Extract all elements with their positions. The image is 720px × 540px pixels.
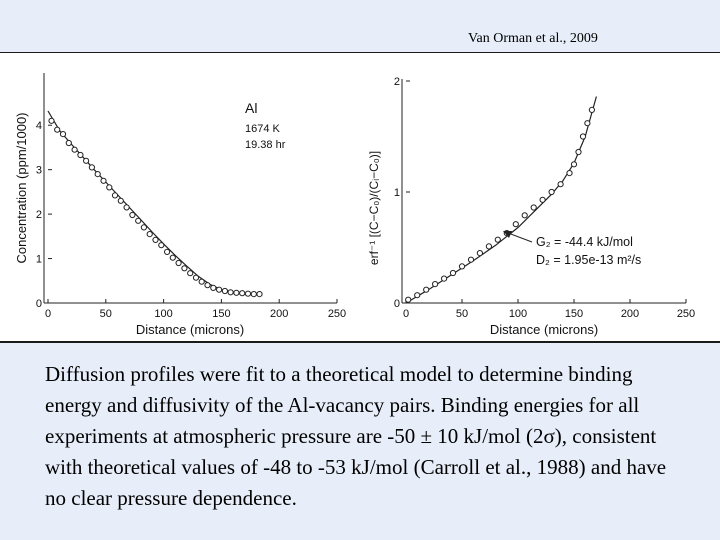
- left-data-point: [77, 151, 84, 159]
- right-data-point: [423, 286, 430, 293]
- right-data-point: [539, 196, 546, 203]
- right-data-point: [588, 106, 596, 114]
- left-data-point: [135, 217, 142, 224]
- right-data-point: [494, 236, 501, 243]
- left-data-point: [216, 286, 223, 293]
- left-y-tick-label: 1: [36, 254, 42, 266]
- right-y-tick-label: 0: [394, 298, 400, 310]
- left-data-point: [210, 284, 217, 291]
- diffusivity-label: D₂ = 1.95e-13 m²/s: [536, 253, 641, 267]
- erf-chart: 0 1 2 0 50 100 150 200 250 Distance (microns) e…: [367, 76, 695, 337]
- left-data-point: [65, 139, 72, 147]
- left-data-point: [117, 197, 124, 204]
- left-data-point: [94, 171, 101, 178]
- element-label: Al: [245, 100, 257, 116]
- right-data-point: [584, 120, 591, 127]
- left-data-point: [83, 157, 90, 164]
- right-data-point: [449, 269, 457, 277]
- left-data-point: [221, 287, 228, 295]
- right-y-tick-label: 1: [394, 187, 400, 199]
- left-data-point: [256, 291, 263, 298]
- left-data-point: [48, 117, 55, 124]
- left-data-point: [175, 259, 182, 267]
- left-data-point: [181, 265, 188, 272]
- left-x-tick-label: 0: [45, 308, 51, 320]
- right-x-tick-label: 100: [509, 308, 527, 320]
- left-data-point: [106, 184, 113, 191]
- left-data-point: [187, 270, 194, 277]
- left-data-point: [140, 224, 147, 231]
- left-data-point: [227, 289, 234, 296]
- left-y-axis-label: Concentration (ppm/1000): [14, 112, 29, 263]
- left-data-point: [239, 290, 246, 297]
- citation: Van Orman et al., 2009: [468, 31, 598, 46]
- right-data-point: [485, 243, 492, 250]
- right-data-point: [570, 161, 578, 168]
- left-y-tick-label: 4: [36, 120, 42, 132]
- right-data-point: [521, 212, 528, 219]
- left-data-point: [123, 204, 130, 211]
- right-data-point: [575, 148, 582, 156]
- left-data-point: [100, 177, 107, 184]
- left-data-point: [111, 192, 119, 199]
- left-data-point: [152, 236, 159, 243]
- left-y-tick-label: 2: [36, 209, 42, 221]
- right-y-axis-label: erf⁻¹ [(C−C₀)/(Cᵢ−C₀)]: [367, 151, 381, 265]
- binding-energy-label: G₂ = -44.4 kJ/mol: [536, 235, 633, 249]
- right-data-point: [467, 256, 475, 263]
- left-data-point: [204, 282, 211, 289]
- temperature-label: 1674 K: [245, 123, 281, 135]
- left-data-point: [164, 248, 171, 255]
- right-x-tick-label: 50: [456, 308, 468, 320]
- caption-text: Diffusion profiles were fit to a theoret…: [45, 362, 667, 510]
- right-data-point: [548, 188, 555, 196]
- left-data-point: [59, 131, 67, 138]
- right-data-point: [458, 263, 466, 270]
- right-data-point: [441, 275, 448, 282]
- left-data-point: [192, 274, 200, 281]
- annotation-arrowhead: [503, 231, 512, 238]
- left-y-tick-label: 3: [36, 165, 42, 177]
- left-data-point: [129, 211, 136, 219]
- left-fit-curve: [47, 110, 262, 295]
- left-x-tick-label: 100: [154, 308, 172, 320]
- right-x-tick-label: 250: [677, 308, 695, 320]
- left-x-tick-label: 200: [270, 308, 288, 320]
- concentration-chart: 0 1 2 3 4 0 50 100 150 200 250 Distance (microns)…: [14, 73, 346, 337]
- right-data-point: [579, 133, 587, 140]
- right-y-tick-label: 2: [394, 76, 400, 88]
- left-data-point: [244, 290, 252, 297]
- left-y-tick-label: 0: [36, 298, 42, 310]
- right-data-point: [405, 296, 412, 303]
- left-data-point: [146, 231, 153, 238]
- left-x-tick-label: 50: [100, 308, 112, 320]
- left-data-point: [71, 146, 78, 153]
- left-data-point: [88, 164, 96, 171]
- annotation-arrow-line: [507, 232, 533, 243]
- right-fit-curve: [405, 96, 597, 304]
- left-data-point: [233, 289, 240, 296]
- left-x-tick-label: 250: [328, 308, 346, 320]
- right-data-point: [530, 204, 537, 211]
- left-data-point: [54, 126, 61, 133]
- right-data-point: [557, 181, 564, 188]
- right-x-tick-label: 0: [403, 308, 409, 320]
- right-data-point: [512, 221, 519, 228]
- right-data-point: [414, 292, 421, 299]
- duration-label: 19.38 hr: [245, 139, 286, 151]
- left-x-axis-label: Distance (microns): [136, 322, 244, 337]
- left-data-point: [158, 242, 165, 249]
- right-data-point: [476, 250, 483, 257]
- left-data-point: [169, 254, 176, 261]
- right-data-point: [566, 170, 573, 177]
- right-x-axis-label: Distance (microns): [490, 322, 598, 337]
- right-x-tick-label: 150: [565, 308, 583, 320]
- right-x-tick-label: 200: [621, 308, 639, 320]
- left-x-tick-label: 150: [212, 308, 230, 320]
- left-data-point: [250, 291, 257, 298]
- left-data-point: [198, 278, 205, 285]
- right-data-point: [432, 281, 439, 288]
